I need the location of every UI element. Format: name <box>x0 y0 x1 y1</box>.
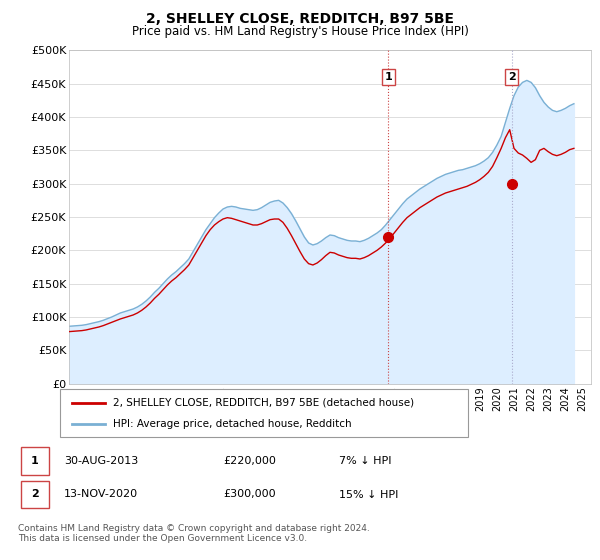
Text: 2, SHELLEY CLOSE, REDDITCH, B97 5BE (detached house): 2, SHELLEY CLOSE, REDDITCH, B97 5BE (det… <box>113 398 414 408</box>
Text: 2: 2 <box>508 72 515 82</box>
Text: Contains HM Land Registry data © Crown copyright and database right 2024.
This d: Contains HM Land Registry data © Crown c… <box>18 524 370 543</box>
Text: 1: 1 <box>31 456 38 466</box>
Text: 2: 2 <box>31 489 38 500</box>
Text: 30-AUG-2013: 30-AUG-2013 <box>64 456 138 466</box>
Text: HPI: Average price, detached house, Redditch: HPI: Average price, detached house, Redd… <box>113 419 352 430</box>
Text: 7% ↓ HPI: 7% ↓ HPI <box>340 456 392 466</box>
Text: 15% ↓ HPI: 15% ↓ HPI <box>340 489 398 500</box>
Text: 13-NOV-2020: 13-NOV-2020 <box>64 489 138 500</box>
Bar <box>20 447 49 474</box>
Text: £300,000: £300,000 <box>223 489 276 500</box>
Text: £220,000: £220,000 <box>223 456 276 466</box>
Bar <box>20 481 49 508</box>
Text: Price paid vs. HM Land Registry's House Price Index (HPI): Price paid vs. HM Land Registry's House … <box>131 25 469 38</box>
Text: 2, SHELLEY CLOSE, REDDITCH, B97 5BE: 2, SHELLEY CLOSE, REDDITCH, B97 5BE <box>146 12 454 26</box>
Text: 1: 1 <box>385 72 392 82</box>
